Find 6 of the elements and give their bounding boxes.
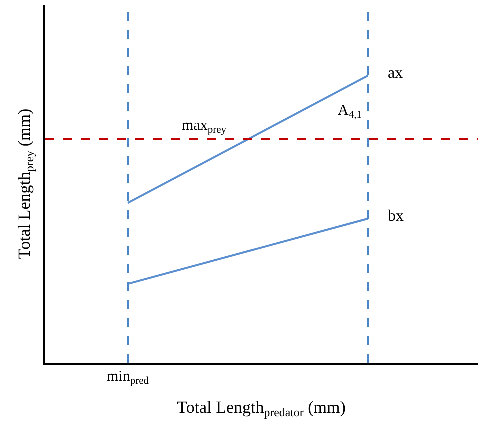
x-axis-title: Total Length$_{predator}$ (mm)	[177, 398, 346, 420]
annotation: A$_{4,1}$	[338, 103, 362, 122]
series-label: ax	[388, 65, 404, 82]
text: min$_{pred}$	[107, 369, 150, 388]
ref-line-label: max$_{prey}$	[182, 118, 228, 136]
series-label: bx	[388, 208, 404, 225]
